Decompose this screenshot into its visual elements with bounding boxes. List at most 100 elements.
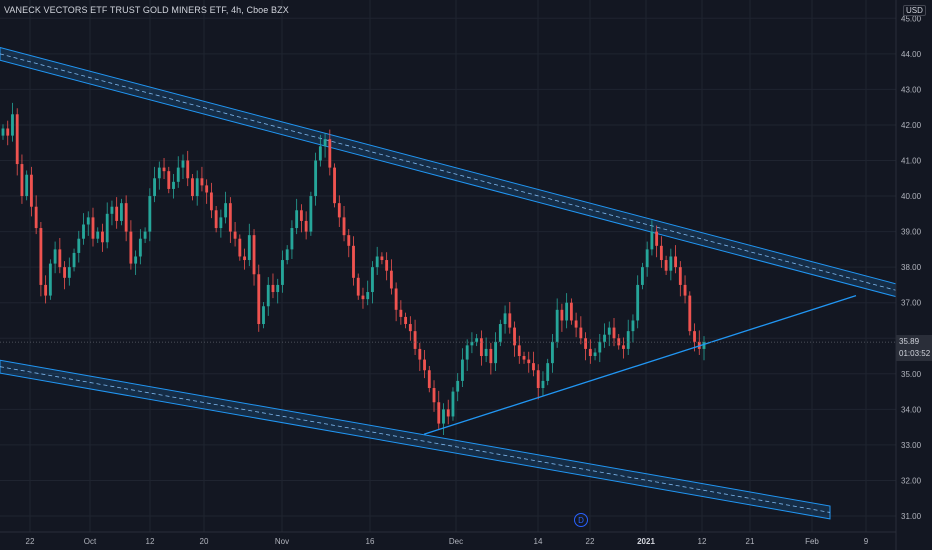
candle-body (48, 263, 52, 296)
currency-label[interactable]: USD (903, 5, 926, 16)
candle-body (503, 313, 507, 325)
time-tick-label: 22 (26, 537, 35, 546)
time-tick-label: 12 (698, 537, 707, 546)
price-tick-label: 42.00 (901, 121, 922, 130)
candle-body (191, 178, 194, 197)
candle-body (86, 217, 90, 225)
candle-body (295, 210, 299, 229)
candle-body (176, 167, 180, 182)
candle-body (110, 206, 114, 214)
time-tick-label: 2021 (637, 537, 655, 546)
candle-body (20, 164, 24, 197)
candle-body (262, 306, 265, 325)
candle-body (664, 260, 668, 271)
candle-body (129, 231, 133, 264)
candle-body (63, 267, 66, 278)
time-tick-label: Feb (805, 537, 819, 546)
candle-body (162, 167, 166, 172)
price-axis[interactable]: 31.0032.0033.0034.0035.0036.0037.0038.00… (895, 0, 932, 550)
time-tick-label: 16 (366, 537, 375, 546)
last-price-label: 35.89 01:03:52 (896, 335, 932, 361)
candle-body (432, 388, 436, 403)
time-axis[interactable]: 22 Oct 12 20 Nov 16 Dec 14 22 2021 12 21 Feb 9 (0, 531, 896, 546)
candle-body (299, 210, 303, 221)
price-tick-label: 43.00 (901, 85, 922, 94)
candle-body (167, 171, 171, 189)
candle-body (328, 139, 332, 168)
candle-body (205, 185, 209, 193)
candle-body (555, 309, 559, 342)
candle-body (157, 167, 161, 179)
candle-body (655, 231, 659, 246)
time-tick-label: 14 (534, 537, 543, 546)
candle-body (674, 256, 678, 268)
candle-body (247, 235, 251, 261)
candle-body (385, 260, 389, 271)
candle-body (219, 217, 223, 229)
last-price-value: 35.89 (899, 337, 920, 346)
candle-body (465, 345, 469, 360)
candle-body (536, 370, 540, 389)
candle-body (228, 203, 232, 232)
candle-body (470, 341, 474, 346)
candle-body (404, 316, 408, 325)
candle-body (626, 331, 630, 349)
candle-body (489, 348, 493, 364)
candle-body (541, 380, 545, 389)
candle-body (238, 238, 242, 257)
price-tick-label: 31.00 (901, 512, 922, 521)
candle-body (347, 235, 351, 246)
candle-body (91, 217, 95, 239)
candle-body (276, 284, 280, 293)
candle-body (195, 178, 199, 197)
candle-body (333, 167, 336, 204)
candle-body (34, 206, 38, 229)
candle-body (366, 292, 370, 300)
candle-body (513, 327, 516, 346)
candle-body (389, 270, 393, 289)
candle-body (678, 267, 682, 285)
candle-body (356, 277, 360, 296)
candle-body (527, 359, 531, 364)
candle-body (461, 359, 464, 381)
price-tick-label: 38.00 (901, 263, 922, 272)
candle-body (266, 284, 270, 307)
candles (1, 102, 706, 435)
candle-body (560, 309, 564, 321)
time-tick-label: Oct (84, 537, 97, 546)
candle-body (375, 256, 379, 268)
candle-body (498, 324, 502, 342)
candle-body (186, 160, 190, 179)
candle-body (437, 402, 441, 424)
candle-body (361, 295, 365, 300)
bar-countdown: 01:03:52 (899, 349, 931, 358)
price-axis-bg (896, 0, 932, 550)
candle-body (603, 334, 606, 342)
candle-body (318, 146, 322, 161)
candle-body (172, 181, 175, 189)
candle-body (1, 128, 5, 136)
candle-body (641, 267, 644, 285)
candle-body (588, 348, 592, 357)
candle-body (143, 231, 147, 239)
candle-body (451, 391, 455, 417)
candle-body (659, 245, 663, 261)
upper-channel-midline (0, 53, 897, 291)
time-tick-label: 21 (746, 537, 755, 546)
candle-body (522, 356, 526, 360)
candle-body (67, 267, 71, 278)
candle-body (224, 203, 228, 218)
price-tick-label: 32.00 (901, 476, 922, 485)
candle-body (494, 341, 498, 364)
candle-body (423, 359, 426, 371)
candle-body (323, 139, 327, 147)
time-tick-label: 9 (864, 537, 869, 546)
candle-body (115, 206, 119, 221)
time-tick-label: Dec (449, 537, 463, 546)
candle-body (380, 256, 384, 261)
candle-body (650, 231, 654, 250)
candle-body (44, 284, 48, 296)
dividend-marker[interactable]: D (574, 513, 588, 527)
candle-body (77, 238, 81, 253)
